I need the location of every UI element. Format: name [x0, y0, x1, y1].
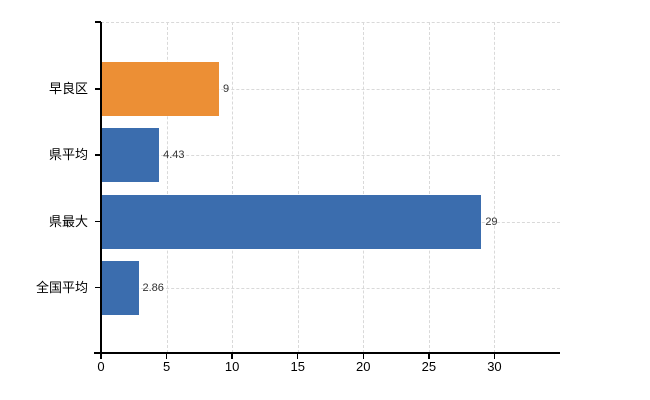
category-label-2: 県最大 — [48, 213, 88, 229]
x-tick-label-0: 0 — [97, 359, 105, 374]
bar-0 — [101, 62, 220, 116]
x-tick-label-15: 15 — [290, 359, 305, 374]
value-label-3: 2.86 — [142, 281, 164, 294]
y-axis-tick-1 — [95, 154, 101, 156]
x-gridline-20 — [363, 22, 365, 353]
category-label-3: 全国平均 — [35, 279, 88, 295]
y-gridline-0 — [101, 89, 560, 90]
y-axis-line — [100, 22, 102, 353]
x-axis-tick-25 — [428, 353, 430, 359]
y-axis-top-tick — [95, 21, 101, 23]
x-gridline-15 — [297, 22, 299, 353]
y-axis-tick-0 — [95, 88, 101, 90]
x-tick-label-30: 30 — [487, 359, 502, 374]
x-gridline-10 — [232, 22, 234, 353]
x-gridline-30 — [494, 22, 496, 353]
category-label-0: 早良区 — [48, 81, 88, 96]
x-axis-tick-5 — [165, 353, 168, 359]
plot-top-border — [101, 22, 560, 23]
x-axis-tick-10 — [231, 353, 233, 359]
bar-2 — [101, 194, 482, 249]
bar-3 — [101, 260, 139, 315]
x-tick-label-10: 10 — [224, 359, 240, 374]
x-gridline-25 — [428, 22, 430, 353]
y-axis-tick-2 — [95, 220, 101, 222]
x-axis-tick-0 — [100, 353, 102, 359]
x-axis-line — [94, 352, 560, 354]
x-gridline-5 — [166, 22, 168, 353]
x-tick-label-5: 5 — [162, 359, 171, 374]
x-axis-tick-20 — [362, 353, 365, 359]
x-axis-tick-15 — [296, 353, 299, 359]
y-gridline-3 — [101, 287, 560, 289]
value-label-0: 9 — [223, 83, 230, 95]
y-gridline-1 — [101, 155, 560, 157]
category-label-1: 県平均 — [48, 147, 88, 163]
value-label-1: 4.43 — [163, 149, 185, 162]
x-tick-label-25: 25 — [421, 359, 437, 374]
y-axis-tick-3 — [95, 286, 101, 289]
value-label-2: 29 — [485, 215, 498, 228]
plot-area: 9 4.43 29 2.86 — [95, 21, 560, 359]
x-tick-label-20: 20 — [356, 359, 371, 374]
x-axis-tick-30 — [493, 353, 496, 359]
bar-1 — [101, 128, 160, 183]
